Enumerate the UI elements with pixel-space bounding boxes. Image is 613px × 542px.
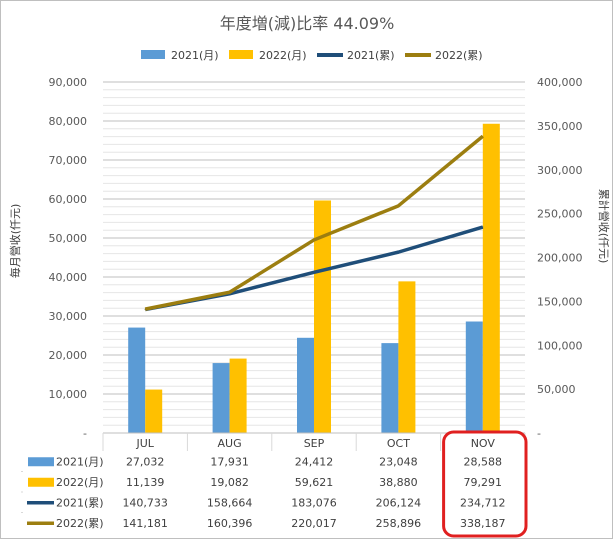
y-right-tick-label: 350,000 <box>537 120 583 133</box>
table-cell: 141,181 <box>122 517 168 530</box>
y-right-tick-label: 400,000 <box>537 76 583 89</box>
line-series <box>144 134 484 312</box>
table-cell: 206,124 <box>376 496 422 509</box>
bar-2022(月)-JUL <box>145 389 163 433</box>
y-right-tick-label: 200,000 <box>537 252 583 265</box>
point-2022(累)-SEP <box>313 239 315 241</box>
y-left-tick-label: - <box>83 427 87 440</box>
bar-2022(月)-OCT <box>398 281 416 433</box>
category-label: OCT <box>387 437 410 450</box>
bar-2022(月)-NOV <box>482 123 500 433</box>
y-left-tick-label: 80,000 <box>49 115 88 128</box>
category-label: AUG <box>218 437 242 450</box>
table-cell: 24,412 <box>295 455 334 468</box>
table-cell: 28,588 <box>464 455 503 468</box>
table-row-label: 2022(月) <box>56 476 104 489</box>
data-table: JUL AUG SEP OCT NOV 2021(月) 27,032 17,931 24,412… <box>21 432 526 530</box>
table-cell: 11,139 <box>126 476 165 489</box>
legend-label: 2022(月) <box>259 49 307 62</box>
bar-2021(月)-SEP <box>297 337 314 433</box>
y-axis-right-label: 累計營收(仟元) <box>597 189 611 264</box>
legend-label: 2021(累) <box>347 49 395 62</box>
table-cell: 160,396 <box>207 517 253 530</box>
table-row-label: 2021(累) <box>56 496 104 509</box>
point-2022(累)-OCT <box>397 205 399 207</box>
y-right-tick-label: 100,000 <box>537 339 583 352</box>
chart-title: 年度増(減)比率 44.09% <box>220 14 395 33</box>
table-row-label: 2022(累) <box>56 517 104 530</box>
point-2021(累)-NOV <box>482 226 484 228</box>
legend-swatch-0 <box>141 50 165 59</box>
table-cell: 38,880 <box>379 476 418 489</box>
table-cell: 158,664 <box>207 496 253 509</box>
y-left-tick-label: 50,000 <box>49 232 88 245</box>
legend-label: 2022(累) <box>435 49 483 62</box>
bar-2021(月)-AUG <box>212 363 230 433</box>
legend-swatch-1 <box>229 50 253 59</box>
point-2021(累)-OCT <box>397 251 399 253</box>
y-right-tick-label: 300,000 <box>537 164 583 177</box>
y-left-tick-label: 60,000 <box>49 193 88 206</box>
y-right-tick-label: 50,000 <box>537 383 576 396</box>
y-right-tick-label: 250,000 <box>537 208 583 221</box>
y-left-tick-label: 10,000 <box>49 388 88 401</box>
table-cell: 140,733 <box>122 496 168 509</box>
bar-2021(月)-JUL <box>128 327 146 433</box>
table-row-label: 2021(月) <box>56 455 104 468</box>
table-cell: 27,032 <box>126 455 165 468</box>
category-label: SEP <box>304 437 325 450</box>
table-cell: 220,017 <box>291 517 337 530</box>
point-2021(累)-SEP <box>313 271 315 273</box>
y-left-tick-label: 70,000 <box>49 154 88 167</box>
table-cell: 17,931 <box>210 455 249 468</box>
point-2022(累)-NOV <box>482 135 484 137</box>
y-axis-left: - 10,000 20,000 30,000 40,000 50,000 60,000 70,… <box>49 76 88 440</box>
table-cell: 23,048 <box>379 455 418 468</box>
category-label: NOV <box>471 437 496 450</box>
y-left-tick-label: 20,000 <box>49 349 88 362</box>
point-2022(累)-JUL <box>144 308 146 310</box>
y-right-tick-label: - <box>537 427 541 440</box>
bar-2021(月)-NOV <box>465 321 483 433</box>
y-right-tick-label: 150,000 <box>537 295 583 308</box>
y-left-tick-label: 30,000 <box>49 310 88 323</box>
y-left-tick-label: 40,000 <box>49 271 88 284</box>
legend-label: 2021(月) <box>171 49 219 62</box>
highlight-box <box>442 430 528 538</box>
table-cell: 183,076 <box>291 496 337 509</box>
bar-2021(月)-OCT <box>381 343 399 433</box>
table-cell: 19,082 <box>210 476 249 489</box>
y-axis-right: - 50,000 100,000 150,000 200,000 250,000 300,0… <box>537 76 583 440</box>
y-axis-left-label: 毎月營收(仟元) <box>8 204 22 279</box>
bar-series <box>128 123 500 433</box>
table-cell: 338,187 <box>460 517 506 530</box>
highlight-rect <box>442 430 528 538</box>
table-cell: 234,712 <box>460 496 506 509</box>
table-key-1 <box>28 477 54 487</box>
legend: 2021(月) 2022(月) 2021(累) 2022(累) <box>141 49 483 62</box>
bar-2022(月)-SEP <box>314 200 331 433</box>
point-2022(累)-AUG <box>229 291 231 293</box>
table-cell: 258,896 <box>376 517 422 530</box>
table-key-0 <box>28 457 54 467</box>
table-cell: 79,291 <box>464 476 503 489</box>
bar-2022(月)-AUG <box>229 358 247 433</box>
category-label: JUL <box>135 437 154 450</box>
y-left-tick-label: 90,000 <box>49 76 88 89</box>
table-cell: 59,621 <box>295 476 334 489</box>
